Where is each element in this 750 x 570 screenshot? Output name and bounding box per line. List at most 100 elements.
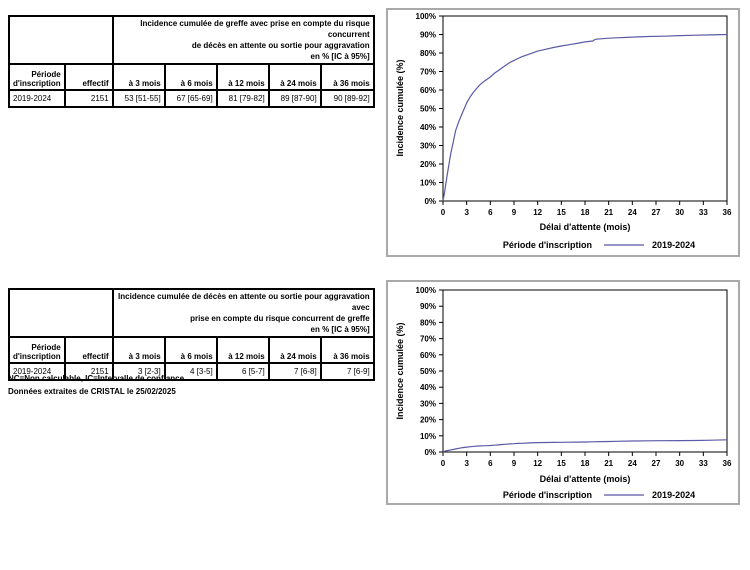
svg-text:60%: 60% [420, 351, 436, 360]
svg-text:12: 12 [533, 459, 542, 468]
x-axis-label: Délai d'attente (mois) [539, 222, 631, 232]
chart-legend: Période d'inscription 2019-2024 [443, 240, 727, 250]
svg-text:60%: 60% [420, 86, 436, 95]
table-title-line: prise en compte du risque concurrent de … [190, 314, 370, 323]
svg-text:20%: 20% [420, 416, 436, 425]
svg-text:18: 18 [581, 459, 590, 468]
table-title-line: en % [IC à 95%] [310, 52, 370, 61]
svg-text:10%: 10% [420, 432, 436, 441]
col-header-3mois: à 3 mois [111, 63, 166, 91]
svg-text:80%: 80% [420, 318, 436, 327]
svg-text:30: 30 [675, 208, 684, 217]
cell-24mois: 89 [87-90] [267, 89, 322, 108]
footnote-data-source: Données extraites de CRISTAL le 25/02/20… [8, 387, 176, 396]
table-title-line: Incidence cumulée de greffe avec prise e… [140, 19, 370, 39]
svg-text:100%: 100% [416, 12, 436, 21]
cell-24mois: 7 [6-8] [267, 362, 322, 381]
svg-text:0%: 0% [424, 197, 436, 206]
table-header-row: Période d'inscription effectif à 3 mois … [8, 336, 375, 364]
cell-6mois: 67 [65-69] [163, 89, 218, 108]
chart-legend: Période d'inscription 2019-2024 [443, 490, 727, 500]
svg-text:50%: 50% [420, 105, 436, 114]
svg-text:20%: 20% [420, 160, 436, 169]
svg-text:18: 18 [581, 208, 590, 217]
col-header-24mois: à 24 mois [267, 63, 322, 91]
table-corner-cell [8, 288, 114, 338]
svg-text:36: 36 [723, 208, 732, 217]
legend-line-sample [604, 244, 645, 246]
svg-text:9: 9 [512, 208, 517, 217]
svg-text:0: 0 [441, 459, 446, 468]
svg-text:0%: 0% [424, 448, 436, 457]
svg-text:90%: 90% [420, 302, 436, 311]
svg-text:3: 3 [464, 459, 469, 468]
cell-6mois: 4 [3-5] [163, 362, 218, 381]
svg-text:70%: 70% [420, 68, 436, 77]
col-header-12mois: à 12 mois [215, 336, 270, 364]
legend-line-sample [604, 494, 645, 496]
col-header-effectif: effectif [63, 336, 114, 364]
svg-text:15: 15 [557, 459, 566, 468]
col-header-24mois: à 24 mois [267, 336, 322, 364]
svg-text:90%: 90% [420, 31, 436, 40]
incidence-deces-chart: 0%10%20%30%40%50%60%70%80%90%100%0 3 6 9 12 1… [416, 286, 732, 468]
svg-text:33: 33 [699, 459, 708, 468]
incidence-greffe-chart-panel: Incidence cumulée (%) 0% 10% 20% 30% 40% 50% 6… [386, 8, 740, 257]
svg-text:3: 3 [464, 208, 469, 217]
cell-12mois: 6 [5-7] [215, 362, 270, 381]
col-header-6mois: à 6 mois [163, 336, 218, 364]
table-data-row: 2019-2024 2151 53 [51-55] 67 [65-69] 81 … [8, 89, 375, 108]
table-title-line: Incidence cumulée de décès en attente ou… [118, 292, 370, 312]
svg-text:70%: 70% [420, 335, 436, 344]
svg-text:0: 0 [441, 208, 446, 217]
cell-effectif: 2151 [63, 89, 114, 108]
svg-text:15: 15 [557, 208, 566, 217]
cell-3mois: 53 [51-55] [111, 89, 166, 108]
svg-text:30: 30 [675, 459, 684, 468]
table-header-row: Période d'inscription effectif à 3 mois … [8, 63, 375, 91]
cell-36mois: 7 [6-9] [319, 362, 375, 381]
cell-effectif: 2151 [63, 362, 114, 381]
table-corner-cell [8, 15, 114, 65]
col-header-36mois: à 36 mois [319, 336, 375, 364]
svg-text:100%: 100% [416, 286, 436, 295]
col-header-12mois: à 12 mois [215, 63, 270, 91]
svg-text:40%: 40% [420, 123, 436, 132]
cell-36mois: 90 [89-92] [319, 89, 375, 108]
svg-text:40%: 40% [420, 383, 436, 392]
svg-text:10%: 10% [420, 179, 436, 188]
col-header-effectif: effectif [63, 63, 114, 91]
legend-title: Période d'inscription [502, 490, 593, 500]
legend-series-label: 2019-2024 [652, 240, 696, 250]
x-axis-label: Délai d'attente (mois) [539, 474, 631, 484]
svg-text:9: 9 [512, 459, 517, 468]
incidence-greffe-chart: 0% 10% 20% 30% 40% 50% 60% 70% 80% 90% 100% 0 3 6 9 12 1… [416, 12, 732, 217]
svg-text:30%: 30% [420, 142, 436, 151]
svg-text:12: 12 [533, 208, 542, 217]
incidence-greffe-table: Incidence cumulée de greffe avec prise e… [8, 15, 375, 108]
cell-periode: 2019-2024 [8, 362, 66, 381]
legend-series-label: 2019-2024 [652, 490, 696, 500]
table-title-line: en % [IC à 95%] [310, 325, 370, 334]
svg-text:33: 33 [699, 208, 708, 217]
cell-12mois: 81 [79-82] [215, 89, 270, 108]
footnotes: NC=Non calculable, IC=Intervalle de conf… [8, 372, 184, 398]
table-data-row: 2019-2024 2151 3 [2-3] 4 [3-5] 6 [5-7] 7… [8, 362, 375, 381]
svg-text:30%: 30% [420, 399, 436, 408]
incidence-deces-table: Incidence cumulée de décès en attente ou… [8, 288, 375, 381]
svg-text:6: 6 [488, 459, 493, 468]
svg-text:21: 21 [604, 459, 613, 468]
svg-text:80%: 80% [420, 49, 436, 58]
table-title: Incidence cumulée de greffe avec prise e… [111, 15, 375, 65]
table-title: Incidence cumulée de décès en attente ou… [111, 288, 375, 338]
col-header-3mois: à 3 mois [111, 336, 166, 364]
svg-text:24: 24 [628, 208, 637, 217]
footnote-abbreviations: NC=Non calculable, IC=Intervalle de conf… [8, 374, 185, 383]
svg-text:27: 27 [652, 208, 661, 217]
svg-text:24: 24 [628, 459, 637, 468]
table-title-line: de décès en attente ou sortie pour aggra… [191, 41, 370, 50]
svg-text:50%: 50% [420, 367, 436, 376]
svg-text:36: 36 [723, 459, 732, 468]
legend-title: Période d'inscription [502, 240, 593, 250]
